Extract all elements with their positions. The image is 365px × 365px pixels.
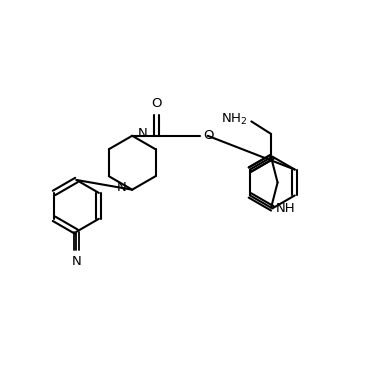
Text: N: N xyxy=(117,181,126,195)
Text: O: O xyxy=(151,97,162,110)
Text: N: N xyxy=(138,127,148,141)
Text: O: O xyxy=(203,129,214,142)
Text: NH$_2$: NH$_2$ xyxy=(220,112,247,127)
Text: N: N xyxy=(72,255,81,268)
Text: NH: NH xyxy=(276,202,295,215)
